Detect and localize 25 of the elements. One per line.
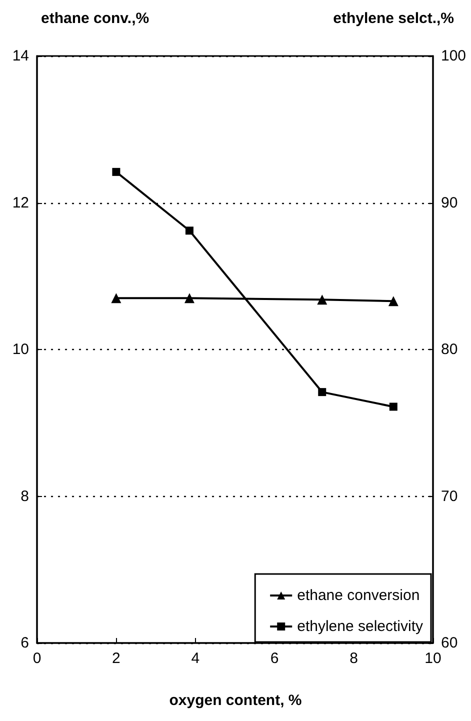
y2-tick-label: 80 — [441, 341, 458, 358]
point — [389, 402, 398, 411]
x-tick-label: 0 — [32, 650, 42, 667]
x-tick-label: 2 — [112, 650, 120, 667]
y-axis-title: ethane conv.,% — [41, 10, 150, 27]
legend-label: ethylene selectivity — [297, 618, 424, 635]
point — [318, 388, 326, 396]
x-axis-title: oxygen content, % — [169, 692, 302, 709]
x-tick-label: 10 — [424, 650, 442, 667]
y-tick-label: 10 — [12, 341, 29, 358]
x-tick-label: 4 — [191, 650, 200, 667]
y2-tick-label: 100 — [441, 48, 466, 64]
y-tick-label: 14 — [12, 48, 29, 64]
y-tick-label: 8 — [20, 488, 29, 505]
y2-tick-label: 90 — [441, 194, 458, 212]
y-tick-label: 12 — [12, 194, 29, 212]
y-tick-label: 6 — [20, 634, 29, 652]
y2-tick-label: 60 — [441, 634, 458, 652]
x-tick-label: 6 — [270, 650, 279, 667]
y2-axis-title: ethylene selct.,% — [333, 10, 454, 27]
point — [185, 226, 194, 235]
y2-tick-label: 70 — [441, 488, 458, 505]
x-tick-label: 8 — [350, 650, 358, 667]
point — [112, 168, 120, 176]
legend-label: ethane conversion — [297, 587, 420, 604]
